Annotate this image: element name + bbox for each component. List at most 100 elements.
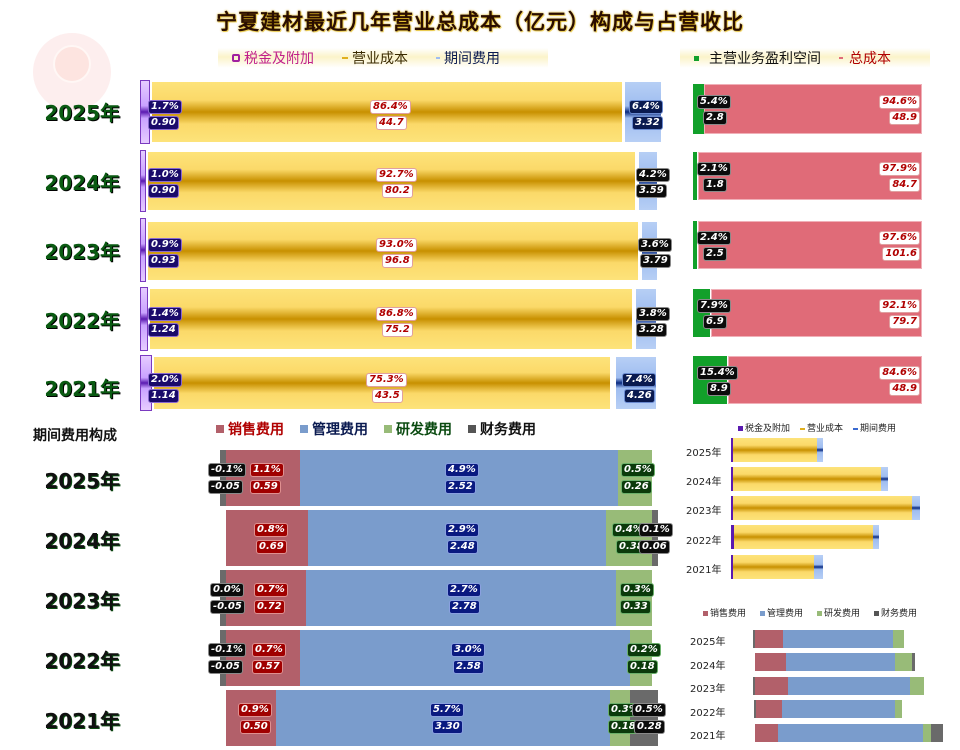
profit-segment[interactable] (693, 289, 710, 337)
finance-value-label: -0.05 (210, 600, 245, 614)
legend-label: 财务费用 (480, 422, 536, 438)
mini-cost-bar-2023[interactable] (731, 496, 920, 520)
op-cost-pct-label: 86.4% (370, 100, 411, 114)
mini-period-bar-2024[interactable] (755, 653, 916, 671)
legend-item-profit: 主营业务盈利空间 (680, 48, 835, 68)
mini-cost-bar-2021[interactable] (731, 555, 823, 579)
tax-value-label: 1.24 (148, 323, 179, 337)
legend-top-right: 主营业务盈利空间 总成本 (680, 48, 930, 68)
period-pct-label: 4.2% (636, 168, 670, 182)
total-cost-pct-label: 97.9% (879, 162, 920, 176)
cost-bar-row-2023: 0.9% 0.93 93.0% 96.8 3.6% 3.79 (140, 218, 672, 282)
mgmt-pct-label: 3.0% (451, 643, 485, 657)
total-cost-segment[interactable] (728, 356, 922, 404)
tax-pct-label: 1.0% (148, 168, 182, 182)
period-bar-row-2023: 0.0% -0.05 0.7% 0.72 2.7% 2.78 0.3% 0.33 (210, 570, 658, 626)
sales-segment[interactable] (226, 510, 308, 566)
sales-segment[interactable] (226, 630, 300, 686)
op-cost-pct-label: 86.8% (376, 307, 417, 321)
mini-cost-bar-2022[interactable] (731, 525, 879, 549)
mgmt-pct-label: 2.7% (447, 583, 481, 597)
mgmt-pct-label: 2.9% (445, 523, 479, 537)
mgmt-segment[interactable] (306, 570, 616, 626)
tax-pct-label: 2.0% (148, 373, 182, 387)
finance-pct-label: -0.1% (208, 463, 246, 477)
legend-label: 管理费用 (312, 422, 368, 438)
tax-value-label: 0.90 (148, 116, 179, 130)
year-label: 2022年 (44, 649, 120, 673)
mgmt-segment[interactable] (300, 450, 618, 506)
blue-line-icon (436, 57, 440, 59)
profit-pct-label: 2.1% (697, 162, 731, 176)
legend-label: 税金及附加 (745, 424, 791, 434)
year-label: 2025年 (44, 101, 120, 125)
mini-period-bar-2025[interactable] (753, 630, 904, 648)
period-pct-label: 3.8% (636, 307, 670, 321)
legend-bottom: 销售费用 管理费用 研发费用 财务费用 (212, 419, 544, 439)
mini-legend-item: 期间费用 (853, 421, 896, 434)
total-cost-pct-label: 92.1% (879, 299, 920, 313)
legend-label: 研发费用 (396, 422, 452, 438)
sales-value-label: 0.72 (254, 600, 285, 614)
mini-legend-item: 税金及附加 (738, 421, 790, 434)
mgmt-value-label: 2.52 (445, 480, 476, 494)
finance-segment[interactable] (220, 450, 226, 506)
sales-segment[interactable] (226, 690, 276, 746)
total-cost-segment[interactable] (704, 84, 922, 134)
mgmt-segment[interactable] (308, 510, 606, 566)
profit-segment[interactable] (693, 356, 727, 404)
legend-label: 总成本 (849, 51, 891, 67)
op-cost-pct-label: 92.7% (376, 168, 417, 182)
mini-period-bar-2021[interactable] (755, 724, 943, 742)
cost-bar-row-2021: 2.0% 1.14 75.3% 43.5 7.4% 4.26 (140, 355, 660, 411)
profit-segment[interactable] (693, 152, 697, 200)
total-cost-segment[interactable] (711, 289, 922, 337)
total-cost-segment[interactable] (698, 221, 922, 269)
mini-cost-bar-2025[interactable] (731, 438, 823, 462)
finance-segment[interactable] (630, 690, 658, 746)
year-label: 2021年 (44, 709, 120, 733)
rd-segment[interactable] (606, 510, 652, 566)
mini-legend-item: 管理费用 (760, 606, 803, 619)
mini-year-label: 2022年 (690, 708, 726, 719)
period-value-label: 3.28 (636, 323, 667, 337)
sales-pct-label: 1.1% (250, 463, 284, 477)
cost-bar-row-2024: 1.0% 0.90 92.7% 80.2 4.2% 3.59 (140, 150, 670, 212)
profit-value-label: 8.9 (707, 382, 731, 396)
sales-segment[interactable] (226, 570, 306, 626)
profit-segment[interactable] (693, 221, 697, 269)
mini-legend-1: 税金及附加 营业成本 期间费用 (738, 421, 896, 434)
rd-value-label: 0.18 (627, 660, 658, 674)
mgmt-pct-label: 5.7% (430, 703, 464, 717)
legend-label: 税金及附加 (244, 51, 314, 67)
mini-year-label: 2022年 (686, 536, 722, 547)
tax-value-label: 1.14 (148, 389, 179, 403)
rd-segment[interactable] (630, 630, 652, 686)
mgmt-segment[interactable] (300, 630, 630, 686)
tax-value-label: 0.90 (148, 184, 179, 198)
mini-cost-bar-2024[interactable] (731, 467, 888, 491)
rd-segment[interactable] (616, 570, 652, 626)
total-cost-segment[interactable] (698, 152, 922, 200)
finance-segment[interactable] (220, 570, 226, 626)
mini-legend-item: 销售费用 (703, 606, 746, 619)
tax-segment[interactable] (140, 218, 146, 282)
finance-segment[interactable] (220, 630, 226, 686)
tax-segment[interactable] (140, 287, 148, 351)
legend-label: 销售费用 (710, 609, 747, 619)
sales-square-icon (216, 425, 224, 433)
sales-segment[interactable] (226, 450, 300, 506)
tax-pct-label: 0.9% (148, 238, 182, 252)
mgmt-value-label: 2.58 (453, 660, 484, 674)
mgmt-segment[interactable] (276, 690, 610, 746)
tax-segment[interactable] (140, 150, 146, 212)
mini-period-bar-2022[interactable] (754, 700, 902, 718)
profit-pct-label: 5.4% (697, 95, 731, 109)
profit-segment[interactable] (693, 84, 704, 134)
rd-segment[interactable] (618, 450, 652, 506)
finance-square-icon (874, 611, 880, 616)
finance-segment[interactable] (652, 510, 658, 566)
year-label: 2024年 (44, 171, 120, 195)
mini-period-bar-2023[interactable] (753, 677, 924, 695)
rd-segment[interactable] (610, 690, 630, 746)
